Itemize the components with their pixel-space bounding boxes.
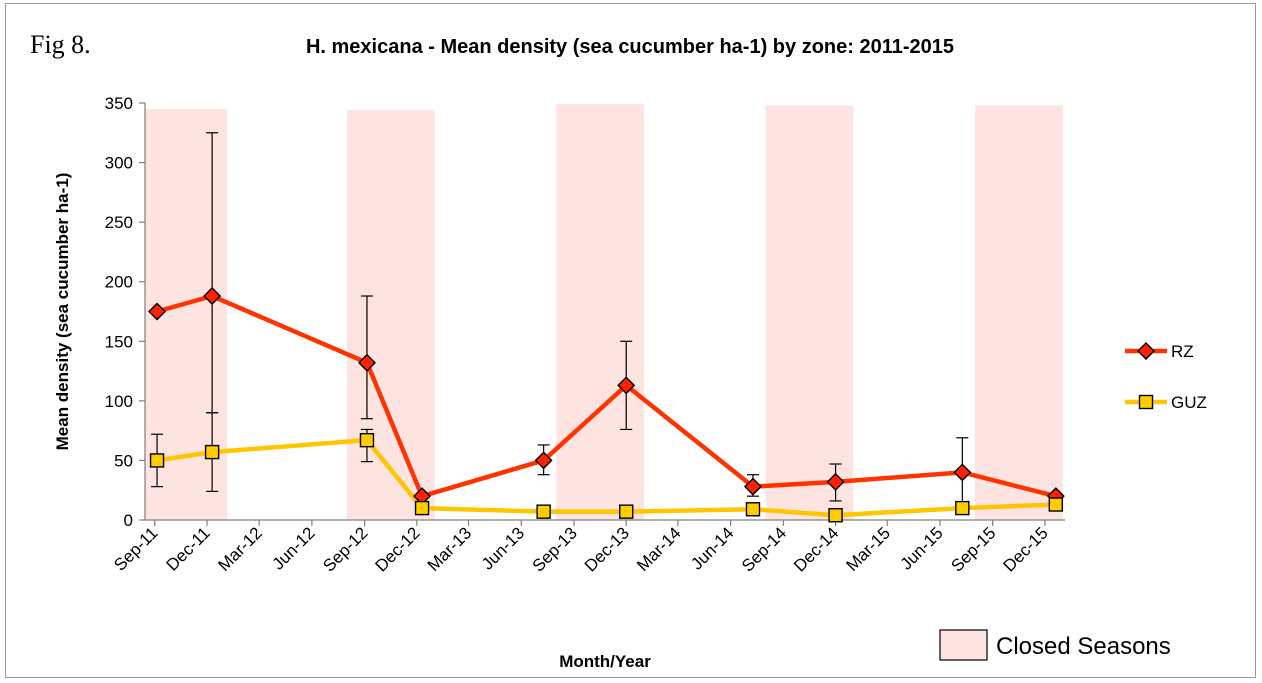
y-tick-label: 100 (105, 392, 133, 411)
x-axis-title: Month/Year (559, 652, 651, 671)
x-tick-label: Sep-15 (947, 523, 999, 575)
data-point-rz (148, 302, 167, 321)
closed-season-band-2 (346, 110, 435, 521)
figure-label: Fig 8. (30, 30, 91, 59)
x-tick-label: Mar-12 (214, 523, 266, 575)
closed-season-legend-swatch (939, 629, 988, 661)
data-point-guz (204, 444, 220, 460)
y-tick-label: 0 (124, 511, 133, 530)
x-tick-label: Jun-12 (269, 523, 319, 573)
data-point-rz (534, 451, 553, 470)
data-point-guz (619, 504, 634, 519)
legend-marker-rz (1137, 342, 1155, 360)
data-point-guz (745, 502, 761, 517)
x-tick-label: Sep-11 (110, 523, 161, 574)
x-tick-label: Dec-12 (372, 523, 424, 575)
x-tick-label: Mar-13 (424, 523, 476, 575)
y-tick-label: 50 (114, 451, 133, 470)
closed-season-band-4 (765, 105, 854, 520)
data-point-rz (826, 472, 845, 491)
data-point-guz (536, 504, 551, 519)
y-tick-label: 150 (105, 332, 133, 351)
y-axis-title: Mean density (sea cucumber ha-1) (53, 173, 72, 451)
legend-marker-guz (1138, 394, 1154, 410)
x-tick-label: Sep-14 (738, 523, 790, 575)
y-tick-label: 300 (105, 154, 133, 173)
closed-season-band-3 (556, 104, 645, 520)
legend-label-guz: GUZ (1171, 393, 1207, 412)
x-tick-label: Dec-13 (581, 523, 633, 575)
y-tick-label: 200 (105, 273, 133, 292)
legend-label-rz: RZ (1171, 342, 1194, 361)
x-tick-label: Dec-14 (790, 523, 842, 575)
series-line-rz (156, 293, 1057, 499)
x-tick-label: Mar-14 (633, 523, 685, 575)
data-point-guz (955, 500, 970, 516)
x-tick-label: Mar-15 (843, 523, 895, 575)
closed-season-band-5 (974, 105, 1063, 520)
x-tick-label: Sep-13 (529, 523, 581, 575)
y-tick-label: 250 (105, 213, 133, 232)
series-line-guz (156, 437, 1056, 518)
x-tick-label: Jun-14 (687, 523, 737, 573)
data-point-rz (203, 287, 222, 306)
data-point-rz (953, 463, 972, 482)
x-tick-label: Sep-12 (319, 523, 371, 575)
data-point-guz (149, 453, 165, 468)
x-tick-label: Dec-15 (1000, 523, 1052, 575)
data-point-guz (414, 500, 430, 516)
data-point-rz (617, 376, 636, 395)
x-tick-label: Jun-15 (897, 523, 947, 573)
data-point-guz (1048, 497, 1064, 512)
x-tick-label: Dec-11 (162, 523, 213, 574)
chart-title: H. mexicana - Mean density (sea cucumber… (305, 36, 955, 58)
x-tick-label: Jun-13 (478, 523, 528, 573)
data-point-guz (828, 508, 843, 523)
data-point-rz (743, 477, 762, 496)
data-point-guz (359, 432, 375, 448)
data-point-rz (357, 353, 376, 372)
closed-season-legend-label: Closed Seasons (996, 633, 1171, 660)
y-tick-label: 350 (105, 94, 133, 113)
